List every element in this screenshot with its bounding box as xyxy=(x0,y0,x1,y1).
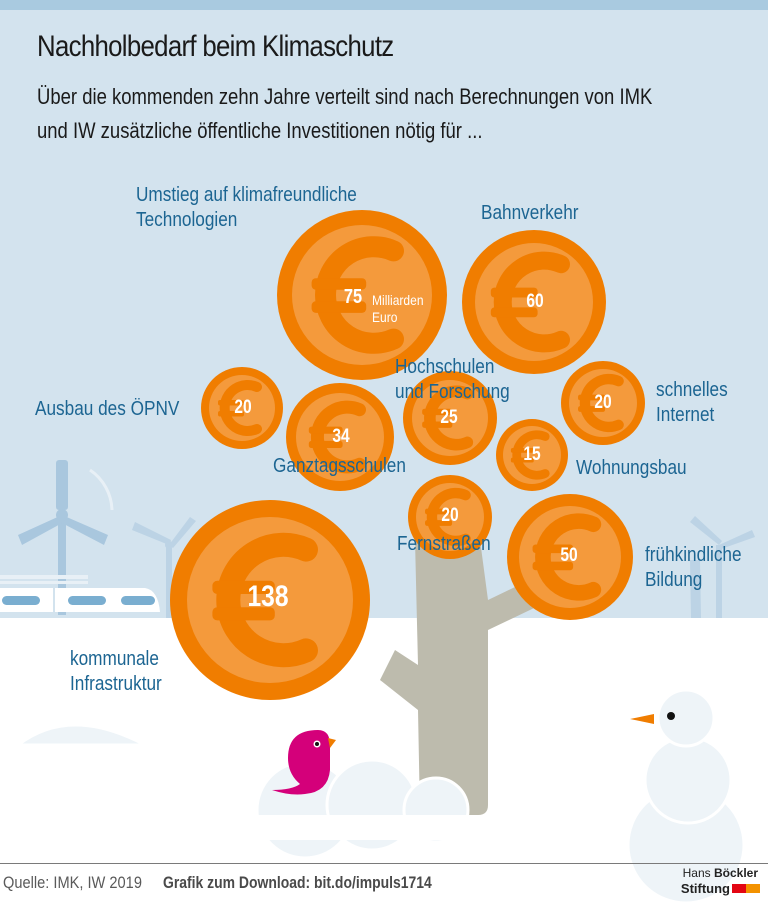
windmill-icon xyxy=(18,460,114,615)
label-line: Umstieg auf klimafreundliche xyxy=(136,184,357,206)
coin-bahnverkehr xyxy=(462,230,606,374)
label-line: Infrastruktur xyxy=(70,673,162,695)
value-kommunale-infrastruktur: 138 xyxy=(247,580,289,613)
unit-label: Milliarden Euro xyxy=(372,292,424,326)
subtitle: Über die kommenden zehn Jahre verteilt s… xyxy=(37,80,652,148)
source-note: Quelle: IMK, IW 2019 xyxy=(3,873,142,892)
value-wohnungsbau: 15 xyxy=(523,444,541,465)
logo-text-hans: Hans xyxy=(682,866,714,880)
label-internet: schnelles Internet xyxy=(656,378,728,428)
label-fruehkindliche-bildung: frühkindliche Bildung xyxy=(645,543,742,593)
unit-line: Euro xyxy=(372,309,398,325)
value-internet: 20 xyxy=(594,392,612,413)
label-fernstrassen: Fernstraßen xyxy=(397,533,491,555)
logo-text-boeckler: Böckler xyxy=(713,866,758,880)
logo-stiftung: Stiftung xyxy=(680,881,730,896)
label-wohnungsbau: Wohnungsbau xyxy=(576,457,687,479)
logo-orange-square-icon xyxy=(746,884,760,893)
label-line: Internet xyxy=(656,404,715,426)
label-ganztagsschulen: Ganztagsschulen xyxy=(273,455,406,477)
label-technologien: Umstieg auf klimafreundliche Technologie… xyxy=(136,183,357,233)
top-accent-bar xyxy=(0,0,768,10)
label-line: schnelles xyxy=(656,379,728,401)
coin-kommunale-infrastruktur xyxy=(170,500,370,700)
coin-technologien xyxy=(277,210,447,380)
coin-wohnungsbau xyxy=(496,419,568,491)
bird-icon xyxy=(272,730,336,795)
value-fernstrassen: 20 xyxy=(441,505,459,526)
value-hochschulen: 25 xyxy=(440,407,458,428)
label-bahnverkehr: Bahnverkehr xyxy=(481,202,579,224)
label-line: und Forschung xyxy=(395,381,510,403)
label-line: Hochschulen xyxy=(395,356,495,378)
windmill-icon xyxy=(690,516,755,618)
value-ganztagsschulen: 34 xyxy=(332,426,350,447)
tree-trunk xyxy=(380,540,555,815)
logo-hans-boeckler: Hans Böckler xyxy=(683,866,758,880)
label-line: kommunale xyxy=(70,648,159,670)
value-bahnverkehr: 60 xyxy=(526,291,544,312)
value-fruehkindliche-bildung: 50 xyxy=(560,545,578,566)
snowman-eye xyxy=(667,712,675,720)
subtitle-line-2: und IW zusätzliche öffentliche Investiti… xyxy=(37,118,483,143)
snowman-icon xyxy=(626,688,746,902)
value-technologien: 75 xyxy=(343,286,363,308)
coin-internet xyxy=(561,361,645,445)
label-kommunale-infrastruktur: kommunale Infrastruktur xyxy=(70,647,162,697)
coin-hochschulen xyxy=(403,371,497,465)
value-oepnv: 20 xyxy=(234,397,252,418)
logo-red-square-icon xyxy=(732,884,746,893)
label-line: Technologien xyxy=(136,209,238,231)
coin-fruehkindliche-bildung xyxy=(507,494,633,620)
snowman-nose xyxy=(630,714,654,724)
label-line: Bildung xyxy=(645,569,703,591)
train-icon xyxy=(0,575,160,612)
label-hochschulen: Hochschulen und Forschung xyxy=(395,355,510,405)
page-title: Nachholbedarf beim Klimaschutz xyxy=(37,30,394,63)
footer-divider xyxy=(0,863,768,864)
unit-line: Milliarden xyxy=(372,292,424,308)
label-oepnv: Ausbau des ÖPNV xyxy=(35,398,180,420)
snow-mounds xyxy=(13,723,475,860)
download-link[interactable]: Grafik zum Download: bit.do/impuls1714 xyxy=(163,873,432,892)
windmill-icon xyxy=(132,517,196,618)
coin-fernstrassen xyxy=(408,475,492,559)
label-line: frühkindliche xyxy=(645,544,742,566)
coin-ganztagsschulen xyxy=(286,383,394,491)
subtitle-line-1: Über die kommenden zehn Jahre verteilt s… xyxy=(37,84,653,109)
coin-oepnv xyxy=(201,367,283,449)
